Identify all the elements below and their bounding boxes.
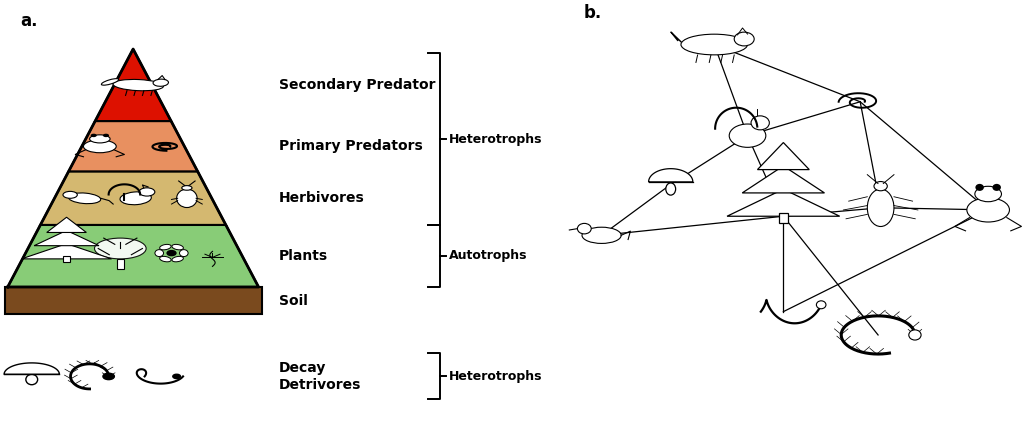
Ellipse shape xyxy=(734,32,754,46)
Ellipse shape xyxy=(176,189,197,207)
Ellipse shape xyxy=(84,140,117,153)
Circle shape xyxy=(976,184,984,191)
Ellipse shape xyxy=(113,79,164,91)
Ellipse shape xyxy=(666,183,676,195)
Ellipse shape xyxy=(94,238,146,259)
Text: b.: b. xyxy=(584,4,602,22)
Polygon shape xyxy=(648,169,693,182)
Bar xyxy=(117,259,124,269)
Ellipse shape xyxy=(160,244,171,250)
Circle shape xyxy=(992,184,1000,191)
Ellipse shape xyxy=(182,186,193,190)
Circle shape xyxy=(103,373,115,379)
Polygon shape xyxy=(4,363,59,374)
Polygon shape xyxy=(758,142,809,170)
Text: a.: a. xyxy=(20,11,38,30)
Circle shape xyxy=(90,134,96,137)
Polygon shape xyxy=(22,244,112,259)
Ellipse shape xyxy=(155,250,164,257)
Polygon shape xyxy=(8,225,258,287)
Circle shape xyxy=(909,330,922,340)
Polygon shape xyxy=(742,166,824,193)
Bar xyxy=(779,213,787,223)
Text: Soil: Soil xyxy=(279,294,308,308)
Ellipse shape xyxy=(751,116,769,130)
Ellipse shape xyxy=(179,250,188,257)
Circle shape xyxy=(167,251,176,256)
Ellipse shape xyxy=(90,135,111,143)
Polygon shape xyxy=(40,172,226,225)
Text: Herbivores: Herbivores xyxy=(279,191,365,205)
Ellipse shape xyxy=(681,34,748,55)
Bar xyxy=(62,256,71,262)
Ellipse shape xyxy=(172,244,183,250)
Ellipse shape xyxy=(729,124,766,148)
Ellipse shape xyxy=(26,374,38,385)
Ellipse shape xyxy=(975,186,1001,202)
Polygon shape xyxy=(727,189,840,216)
Text: Heterotrophs: Heterotrophs xyxy=(449,370,543,383)
Circle shape xyxy=(102,134,110,137)
Ellipse shape xyxy=(578,223,591,234)
Ellipse shape xyxy=(69,193,100,204)
Ellipse shape xyxy=(120,192,152,205)
Ellipse shape xyxy=(582,227,622,243)
Text: Decay
Detrivores: Decay Detrivores xyxy=(279,361,361,392)
Polygon shape xyxy=(47,217,86,232)
Ellipse shape xyxy=(63,191,78,198)
Text: Plants: Plants xyxy=(279,249,328,263)
Text: Heterotrophs: Heterotrophs xyxy=(449,133,543,146)
Text: Primary Predators: Primary Predators xyxy=(279,139,423,153)
Circle shape xyxy=(816,301,826,309)
Ellipse shape xyxy=(153,79,169,86)
Ellipse shape xyxy=(139,188,155,196)
Ellipse shape xyxy=(874,181,887,191)
Polygon shape xyxy=(34,230,99,245)
Polygon shape xyxy=(69,121,198,172)
Polygon shape xyxy=(5,287,262,314)
Ellipse shape xyxy=(967,198,1010,222)
Ellipse shape xyxy=(160,257,171,262)
Polygon shape xyxy=(95,49,171,121)
Circle shape xyxy=(173,374,180,379)
Ellipse shape xyxy=(867,189,894,226)
Text: Secondary Predator: Secondary Predator xyxy=(279,78,435,92)
Ellipse shape xyxy=(101,78,119,85)
Ellipse shape xyxy=(172,257,183,262)
Text: Autotrophs: Autotrophs xyxy=(449,249,527,262)
